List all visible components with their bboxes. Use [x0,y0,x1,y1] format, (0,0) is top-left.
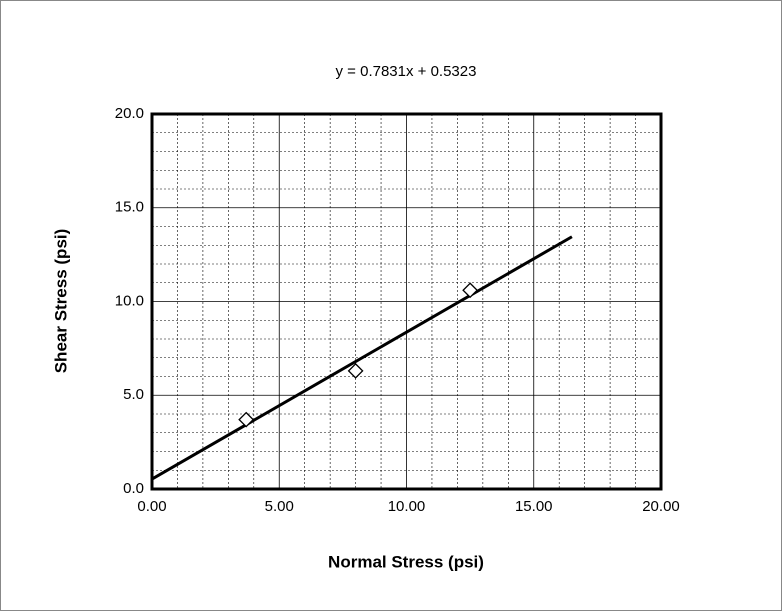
x-tick-label: 10.00 [388,498,426,515]
x-tick-label: 15.00 [515,498,553,515]
data-point [347,362,364,379]
y-tick-label: 20.0 [115,105,144,122]
trendline-equation: y = 0.7831x + 0.5323 [336,63,477,80]
x-tick-label: 20.00 [642,498,680,515]
data-point [462,282,479,299]
y-tick-label: 0.0 [123,480,144,497]
x-axis-title: Normal Stress (psi) [328,552,484,571]
y-tick-label: 5.0 [123,386,144,403]
data-point [238,411,255,428]
y-tick-label: 15.0 [115,199,144,216]
x-tick-label: 5.00 [265,498,294,515]
y-axis-title: Shear Stress (psi) [51,229,70,374]
plot-frame [150,112,663,491]
x-tick-label: 0.00 [137,498,166,515]
trendline [151,235,573,481]
y-tick-label: 10.0 [115,292,144,309]
